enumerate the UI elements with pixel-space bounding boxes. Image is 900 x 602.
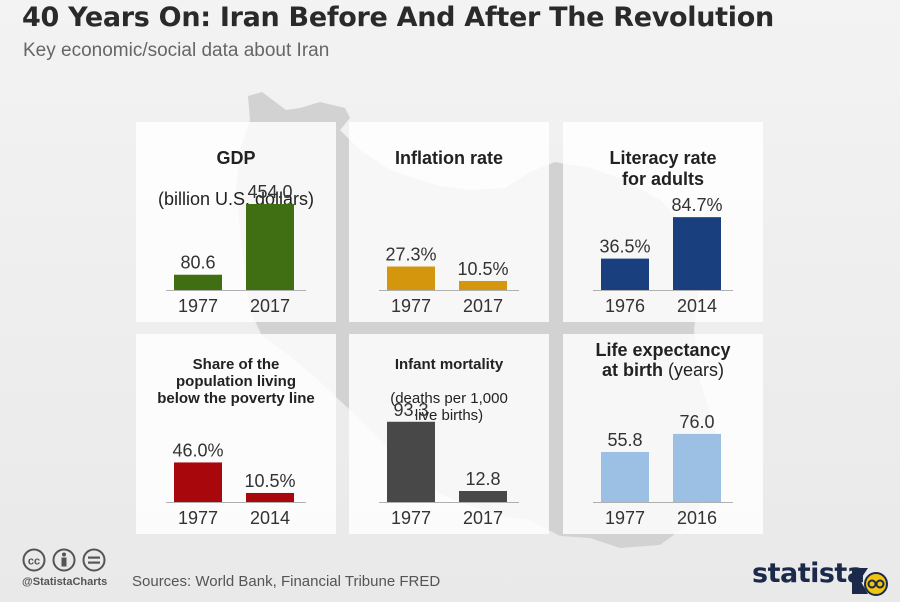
tick-label: 1977	[391, 296, 431, 316]
tick-label: 1977	[391, 508, 431, 528]
tick-label: 1977	[605, 508, 645, 528]
tick-label: 1976	[605, 296, 645, 316]
chart-subtitle: (billion U.S. dollars)	[157, 188, 315, 209]
data-label: 10.5%	[244, 471, 295, 491]
bar-1976	[601, 258, 649, 290]
bar-2017	[459, 280, 507, 290]
source-note: Sources: World Bank, Financial Tribune F…	[132, 573, 441, 590]
bar-1977	[387, 421, 435, 502]
data-label: 454.0	[247, 182, 292, 202]
svg-text:cc: cc	[28, 556, 40, 568]
tick-label: 1977	[178, 296, 218, 316]
panel-title: Share of the population living below the…	[136, 340, 336, 408]
panel-gdp: GDP (billion U.S. dollars) 80.6 1977 454.0…	[136, 122, 336, 322]
life-expectancy-chart: 55.8 1977 76.0 2016	[593, 412, 733, 528]
page-subtitle: Key economic/social data about Iran	[23, 40, 330, 61]
nd-icon	[82, 548, 106, 572]
data-label: 76.0	[679, 412, 714, 432]
panel-title: Literacy rate for adults	[563, 128, 763, 189]
tick-label: 1977	[178, 508, 218, 528]
data-label: 36.5%	[599, 237, 650, 257]
data-label: 93.3	[393, 400, 428, 420]
bar-1977	[174, 274, 222, 290]
panel-infant-mortality: Infant mortality (deaths per 1,000 live …	[349, 334, 549, 534]
gdp-chart: 80.6 1977 454.0 2017	[166, 182, 306, 316]
tick-label: 2017	[463, 296, 503, 316]
data-label: 84.7%	[671, 195, 722, 215]
infant-mortality-chart: 93.3 1977 12.8 2017	[379, 400, 519, 528]
cc-icon: cc	[22, 548, 46, 572]
chart-title: Share of the population living below the…	[157, 355, 315, 407]
chart-title: Literacy rate for adults	[609, 148, 717, 189]
statista-logo-icon	[852, 568, 888, 596]
panel-title: Inflation rate	[349, 128, 549, 169]
bar-1977	[174, 462, 222, 502]
chart-title: Inflation rate	[394, 148, 503, 169]
chart-subtitle: (deaths per 1,000 live births)	[390, 389, 508, 424]
literacy-chart: 36.5% 1976 84.7% 2014	[593, 195, 733, 316]
data-label: 27.3%	[385, 245, 436, 265]
panel-title: Infant mortality (deaths per 1,000 live …	[349, 340, 549, 425]
data-label: 80.6	[180, 253, 215, 273]
chart-subtitle: (years)	[668, 360, 725, 381]
poverty-chart: 46.0% 1977 10.5% 2014	[166, 440, 306, 528]
data-label: 12.8	[465, 469, 500, 489]
bar-2017	[246, 204, 294, 290]
social-handle: @StatistaCharts	[22, 576, 108, 588]
panel-title: Life expectancy at birth (years)	[563, 340, 763, 381]
bar-2017	[459, 490, 507, 502]
chart-title: Infant mortality	[394, 355, 504, 373]
bar-1977	[601, 452, 649, 502]
panel-life-expectancy: Life expectancy at birth (years) 55.8 197…	[563, 334, 763, 534]
data-label: 55.8	[607, 430, 642, 450]
brand-wordmark: statista	[752, 558, 865, 589]
bar-2016	[673, 433, 721, 502]
panel-inflation: Inflation rate 27.3% 1977 10.5% 2017	[349, 122, 549, 322]
tick-label: 2014	[250, 508, 290, 528]
by-icon	[52, 548, 76, 572]
tick-label: 2017	[250, 296, 290, 316]
inflation-chart: 27.3% 1977 10.5% 2017	[379, 245, 519, 316]
page-title: 40 Years On: Iran Before And After The R…	[22, 2, 774, 33]
tick-label: 2014	[677, 296, 717, 316]
data-label: 10.5%	[457, 259, 508, 279]
panel-poverty: Share of the population living below the…	[136, 334, 336, 534]
tick-label: 2016	[677, 508, 717, 528]
bar-2014	[246, 492, 294, 502]
chart-title: GDP	[216, 148, 256, 169]
panel-title: GDP (billion U.S. dollars)	[136, 128, 336, 209]
chart-title: Life expectancy at birth	[595, 340, 731, 381]
data-label: 46.0%	[172, 440, 223, 460]
tick-label: 2017	[463, 508, 503, 528]
panel-literacy: Literacy rate for adults 36.5% 1976 84.7% 2…	[563, 122, 763, 322]
license-icons: cc	[22, 548, 106, 572]
bar-2014	[673, 217, 721, 290]
bar-1977	[387, 266, 435, 290]
